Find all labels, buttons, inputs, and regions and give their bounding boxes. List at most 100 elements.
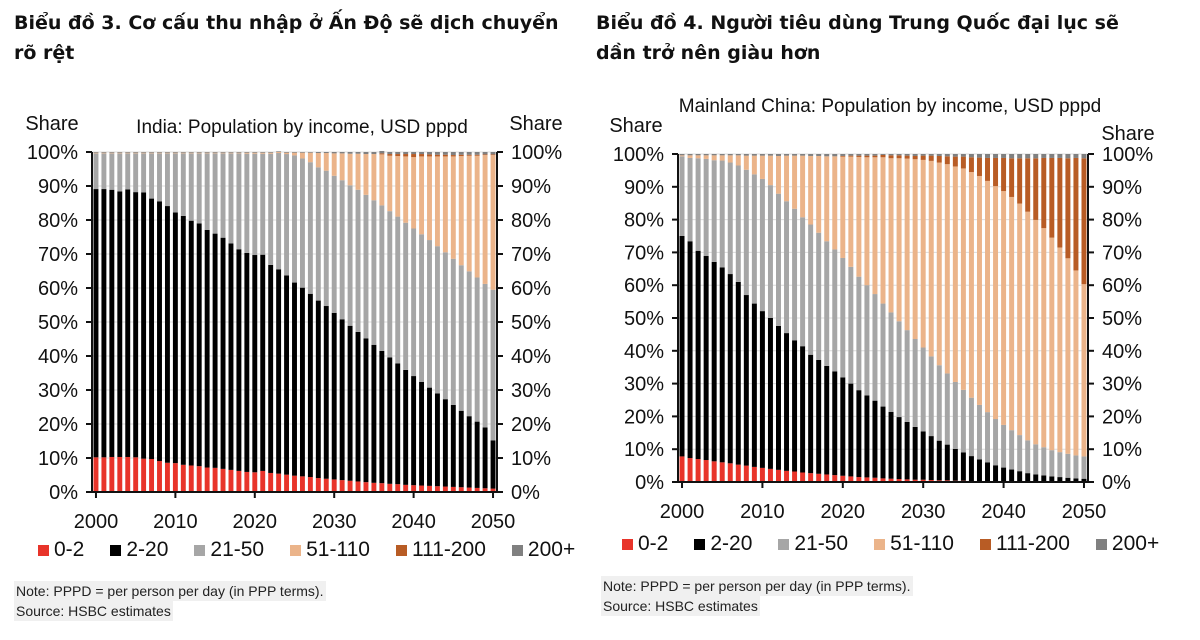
bar-segment-111-200 [427, 154, 432, 157]
bar-segment-21-50 [379, 205, 385, 351]
bar-segment-51-110 [458, 156, 464, 266]
bar-segment-21-50 [450, 258, 456, 405]
bar-segment-0-2 [236, 470, 242, 492]
legend-swatch [511, 544, 523, 556]
bar-segment-2-20 [936, 440, 942, 481]
bar-segment-21-50 [695, 158, 701, 251]
bar-segment-2-20 [960, 452, 966, 481]
bar-segment-2-20 [284, 275, 290, 475]
bar-segment-200-plus [872, 154, 878, 156]
bar-segment-0-2 [872, 477, 878, 482]
bar-segment-200-plus [1001, 154, 1007, 158]
bar-segment-200-plus [719, 154, 725, 156]
bar-segment-200-plus [1033, 154, 1039, 159]
bar-segment-0-2 [371, 482, 377, 492]
bar-segment-2-20 [856, 390, 862, 478]
bar-segment-200-plus [387, 152, 393, 155]
bar-segment-200-plus [679, 154, 685, 156]
bar-segment-51-110 [93, 152, 99, 154]
bar-segment-200-plus [427, 152, 432, 155]
bar-segment-0-2 [260, 470, 266, 492]
bar-segment-0-2 [458, 487, 464, 492]
x-tick-label: 2040 [391, 511, 436, 530]
bar-segment-0-2 [767, 468, 773, 482]
bar-segment-51-110 [743, 155, 749, 170]
china-chart: 0% 0% 10% 10% 20% 20% 30% 30% 40% 40% 50% 50% 60% 60%… [600, 90, 1200, 530]
bar-segment-51-110 [292, 152, 297, 156]
bar-segment-111-200 [920, 155, 926, 160]
bar-segment-51-110 [323, 153, 329, 171]
chart-title: Mainland China: Population by income, US… [679, 96, 1101, 117]
bar-segment-2-20 [411, 376, 417, 486]
bar-segment-2-20 [220, 237, 226, 469]
bar-segment-51-110 [315, 153, 321, 168]
bar-segment-21-50 [904, 330, 910, 422]
bar-segment-2-20 [268, 264, 274, 473]
bar-segment-2-20 [157, 201, 162, 462]
bar-segment-0-2 [816, 473, 822, 482]
bar-segment-2-20 [125, 189, 131, 457]
bar-segment-51-110 [1009, 196, 1015, 431]
bar-segment-200-plus [1041, 154, 1047, 158]
bar-segment-21-50 [427, 240, 432, 388]
bar-segment-2-20 [776, 325, 781, 470]
legend-label: 2-20 [126, 538, 169, 561]
legend-label: 200+ [527, 538, 576, 561]
bar-segment-0-2 [117, 456, 123, 492]
chart-heading-china: Biểu đồ 4. Người tiêu dùng Trung Quốc đạ… [596, 12, 1119, 64]
bar-segment-2-20 [149, 198, 155, 460]
y-axis-title-left: Share [609, 115, 662, 137]
bar-segment-21-50 [743, 169, 749, 296]
legend-item-2-20: 2-20 [694, 532, 752, 556]
bar-segment-200-plus [133, 152, 139, 153]
bar-segment-200-plus [260, 152, 266, 153]
bar-segment-200-plus [172, 152, 178, 153]
bar-segment-21-50 [387, 211, 393, 358]
bar-segment-21-50 [228, 153, 234, 244]
bar-segment-2-20 [1049, 476, 1055, 482]
bar-segment-51-110 [427, 156, 432, 241]
bar-segment-2-20 [236, 249, 242, 471]
bar-segment-0-2 [450, 486, 456, 492]
bar-segment-2-20 [363, 338, 369, 483]
bar-segment-0-2 [268, 472, 274, 492]
bar-segment-200-plus [759, 154, 765, 156]
bar-segment-21-50 [679, 156, 685, 236]
bar-segment-200-plus [1057, 154, 1063, 158]
bar-segment-51-110 [252, 152, 258, 154]
bar-segment-51-110 [928, 160, 934, 357]
bar-segment-200-plus [952, 154, 958, 157]
bar-segment-200-plus [347, 152, 353, 154]
bar-segment-21-50 [204, 153, 210, 230]
bar-segment-51-110 [767, 155, 773, 186]
y-tick-label-left: 0% [635, 472, 664, 494]
bar-segment-200-plus [1025, 154, 1031, 159]
bar-segment-0-2 [363, 482, 369, 492]
legend-item-21-50: 21-50 [778, 532, 848, 556]
bar-segment-200-plus [434, 152, 440, 155]
bar-segment-200-plus [379, 150, 385, 154]
bar-segment-51-110 [1073, 270, 1079, 456]
bar-segment-0-2 [888, 478, 894, 482]
bar-segment-200-plus [792, 154, 798, 156]
bar-segment-21-50 [196, 153, 202, 224]
bar-segment-0-2 [323, 478, 329, 492]
bar-segment-200-plus [735, 154, 741, 156]
y-tick-label-left: 50% [624, 308, 664, 330]
bar-segment-2-20 [395, 363, 401, 485]
bar-segment-51-110 [679, 155, 685, 157]
bar-segment-111-200 [840, 155, 846, 157]
bar-segment-2-20 [784, 333, 790, 471]
bar-segment-111-200 [1009, 158, 1015, 197]
bar-segment-51-110 [711, 155, 717, 161]
bar-segment-51-110 [434, 156, 440, 247]
bar-segment-200-plus [784, 154, 790, 156]
bar-segment-51-110 [864, 157, 870, 286]
bar-segment-0-2 [292, 475, 297, 492]
y-tick-label-right: 20% [1102, 406, 1142, 428]
bar-segment-2-20 [323, 306, 329, 479]
bar-segment-200-plus [816, 154, 822, 156]
bar-segment-2-20 [427, 387, 432, 486]
y-tick-label-left: 40% [38, 346, 78, 368]
y-tick-label-right: 40% [1102, 341, 1142, 363]
